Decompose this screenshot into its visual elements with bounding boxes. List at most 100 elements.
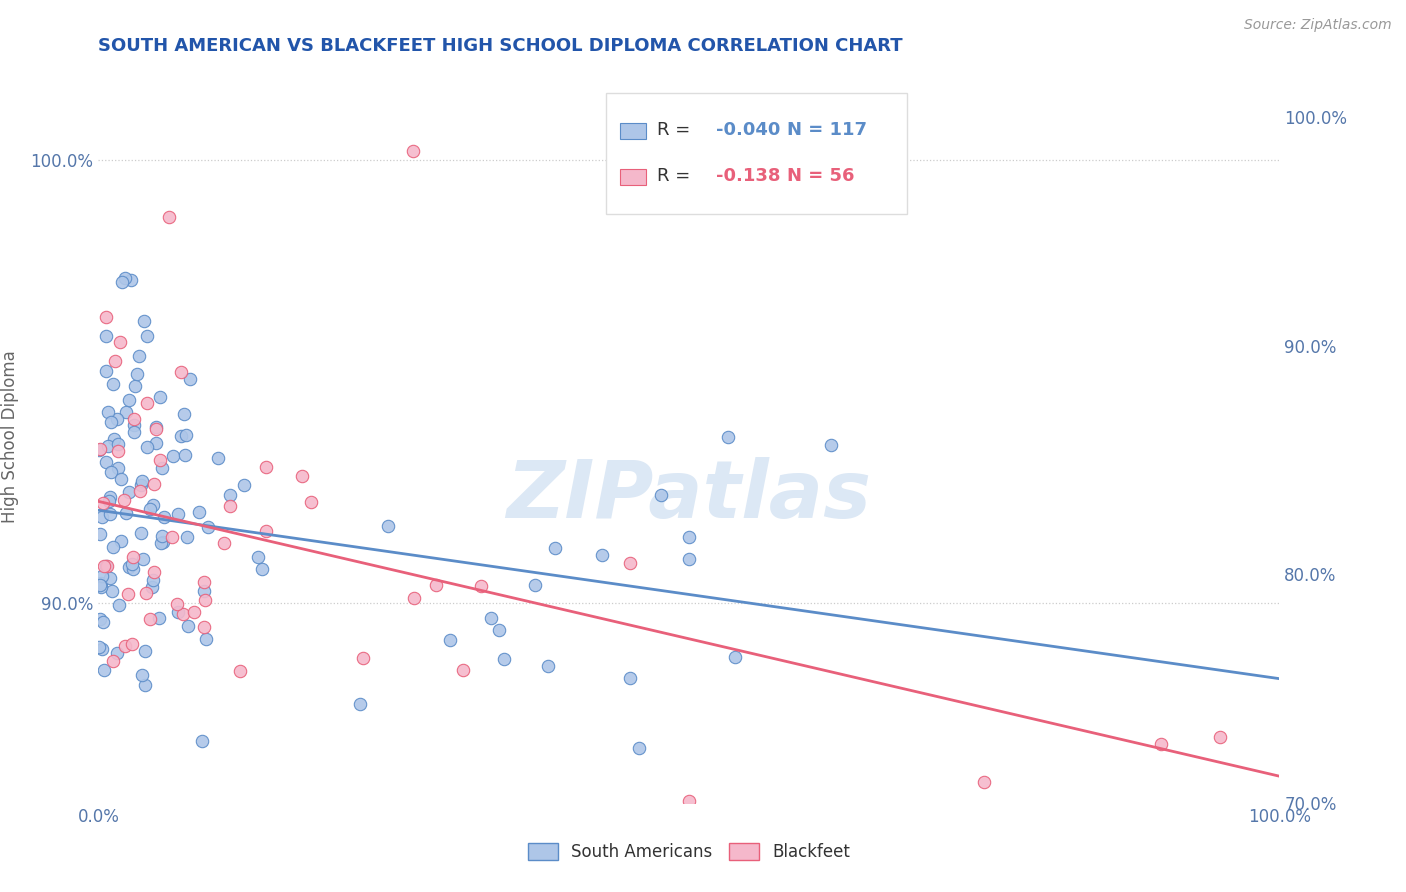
Point	[135, 329, 157, 343]
Point	[110, 534, 132, 549]
Point	[439, 632, 461, 647]
Point	[254, 459, 277, 474]
Point	[97, 405, 120, 419]
Point	[194, 632, 217, 646]
Point	[167, 507, 190, 521]
Point	[93, 663, 115, 677]
Point	[122, 418, 145, 433]
Point	[451, 664, 474, 678]
Point	[219, 499, 242, 513]
Point	[114, 405, 136, 419]
Point	[142, 499, 165, 513]
Point	[98, 571, 121, 585]
Point	[94, 328, 117, 343]
Point	[118, 393, 141, 408]
Point	[142, 565, 165, 579]
Point	[139, 612, 162, 626]
Point	[619, 556, 641, 570]
Point	[134, 678, 156, 692]
Point	[114, 639, 136, 653]
Point	[91, 569, 114, 583]
Point	[233, 478, 256, 492]
Point	[170, 429, 193, 443]
Point	[176, 530, 198, 544]
Point	[135, 586, 157, 600]
Point	[470, 579, 492, 593]
Point	[148, 611, 170, 625]
Text: N = 117: N = 117	[787, 121, 868, 139]
Point	[141, 580, 163, 594]
Point	[162, 449, 184, 463]
Point	[973, 775, 995, 789]
Point	[176, 428, 198, 442]
Point	[170, 365, 193, 379]
Point	[150, 528, 173, 542]
Point	[524, 577, 547, 591]
Point	[121, 637, 143, 651]
Point	[1032, 890, 1054, 892]
Point	[149, 390, 172, 404]
Bar	[620, 169, 647, 186]
Point	[179, 371, 201, 385]
Bar	[620, 123, 647, 139]
Point	[107, 461, 129, 475]
Point	[377, 518, 399, 533]
Text: SOUTH AMERICAN VS BLACKFEET HIGH SCHOOL DIPLOMA CORRELATION CHART: SOUTH AMERICAN VS BLACKFEET HIGH SCHOOL …	[98, 37, 903, 54]
Point	[110, 334, 132, 349]
Point	[90, 863, 112, 877]
Point	[101, 376, 124, 391]
Point	[122, 562, 145, 576]
Point	[90, 510, 112, 524]
Point	[134, 644, 156, 658]
Point	[724, 650, 747, 665]
Point	[105, 646, 128, 660]
Point	[87, 640, 110, 655]
Point	[717, 429, 740, 443]
Y-axis label: High School Diploma: High School Diploma	[1, 351, 20, 524]
Point	[247, 549, 270, 564]
Point	[91, 496, 114, 510]
Point	[135, 396, 157, 410]
Point	[349, 697, 371, 711]
Point	[402, 591, 425, 605]
Point	[94, 455, 117, 469]
Point	[650, 488, 672, 502]
Text: ZIPatlas: ZIPatlas	[506, 457, 872, 534]
Text: R =: R =	[657, 121, 696, 139]
Point	[132, 552, 155, 566]
Point	[103, 540, 125, 554]
Point	[129, 526, 152, 541]
Point	[402, 144, 425, 158]
Point	[425, 578, 447, 592]
Point	[145, 436, 167, 450]
Point	[94, 364, 117, 378]
Point	[87, 442, 110, 457]
Text: -0.138: -0.138	[716, 167, 780, 185]
Point	[135, 441, 157, 455]
Point	[89, 526, 111, 541]
Point	[619, 671, 641, 685]
Point	[90, 576, 112, 591]
Point	[100, 415, 122, 429]
Point	[152, 510, 174, 524]
Point	[191, 734, 214, 748]
Point	[142, 573, 165, 587]
Point	[291, 468, 314, 483]
Point	[150, 461, 173, 475]
Point	[103, 655, 125, 669]
Point	[174, 448, 197, 462]
Point	[544, 541, 567, 556]
Point	[166, 605, 188, 619]
Point	[117, 485, 139, 500]
Point	[172, 607, 194, 622]
Point	[536, 658, 558, 673]
Point	[90, 642, 112, 657]
Point	[112, 492, 135, 507]
Point	[488, 623, 510, 637]
Point	[492, 652, 515, 666]
Point	[100, 508, 122, 522]
Point	[114, 270, 136, 285]
Point	[228, 664, 250, 678]
Point	[115, 506, 138, 520]
Text: R =: R =	[657, 167, 702, 185]
